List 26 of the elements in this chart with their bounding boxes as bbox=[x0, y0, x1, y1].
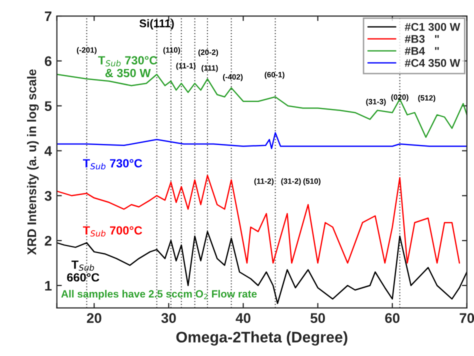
x-axis-title: Omega-2Theta (Degree) bbox=[176, 331, 348, 346]
annotation: T$_{Sub}$ 660°C bbox=[67, 260, 100, 282]
annotation: All samples have 2.5 sccm O$_{2}$ Flow rate bbox=[61, 290, 257, 300]
legend-label: #C4 350 W bbox=[404, 59, 460, 67]
x-tick-label: 50 bbox=[310, 313, 325, 324]
y-axis-title: XRD Intensity (a. u) in log scale bbox=[27, 69, 39, 255]
x-tick-label: 20 bbox=[86, 313, 102, 324]
y-tick-label: 6 bbox=[44, 56, 52, 66]
y-tick-label: 1 bbox=[45, 280, 52, 291]
y-tick-label: 5 bbox=[44, 101, 52, 112]
y-tick-label: 4 bbox=[44, 146, 52, 156]
annotation: T$_{Sub}$ 730°C & 350 W bbox=[98, 56, 158, 78]
legend-label: #C1 300 W bbox=[404, 22, 460, 31]
line-series bbox=[56, 132, 467, 150]
annotation: Si(111) bbox=[139, 19, 174, 30]
annotation: T$_{Sub}$ 730°C bbox=[82, 159, 142, 170]
legend-label: #B4 " bbox=[404, 47, 439, 55]
y-tick-label: 2 bbox=[44, 236, 52, 246]
legend-label: #B3 " bbox=[404, 35, 439, 43]
x-tick-label: 70 bbox=[460, 313, 474, 324]
x-tick-label: 40 bbox=[236, 313, 250, 324]
annotation: T$_{Sub}$ 700°C bbox=[82, 226, 142, 237]
x-tick-label: 30 bbox=[161, 313, 176, 324]
x-tick-label: 60 bbox=[385, 313, 400, 324]
y-tick-label: 3 bbox=[44, 190, 52, 201]
y-tick-label: 7 bbox=[44, 11, 52, 22]
